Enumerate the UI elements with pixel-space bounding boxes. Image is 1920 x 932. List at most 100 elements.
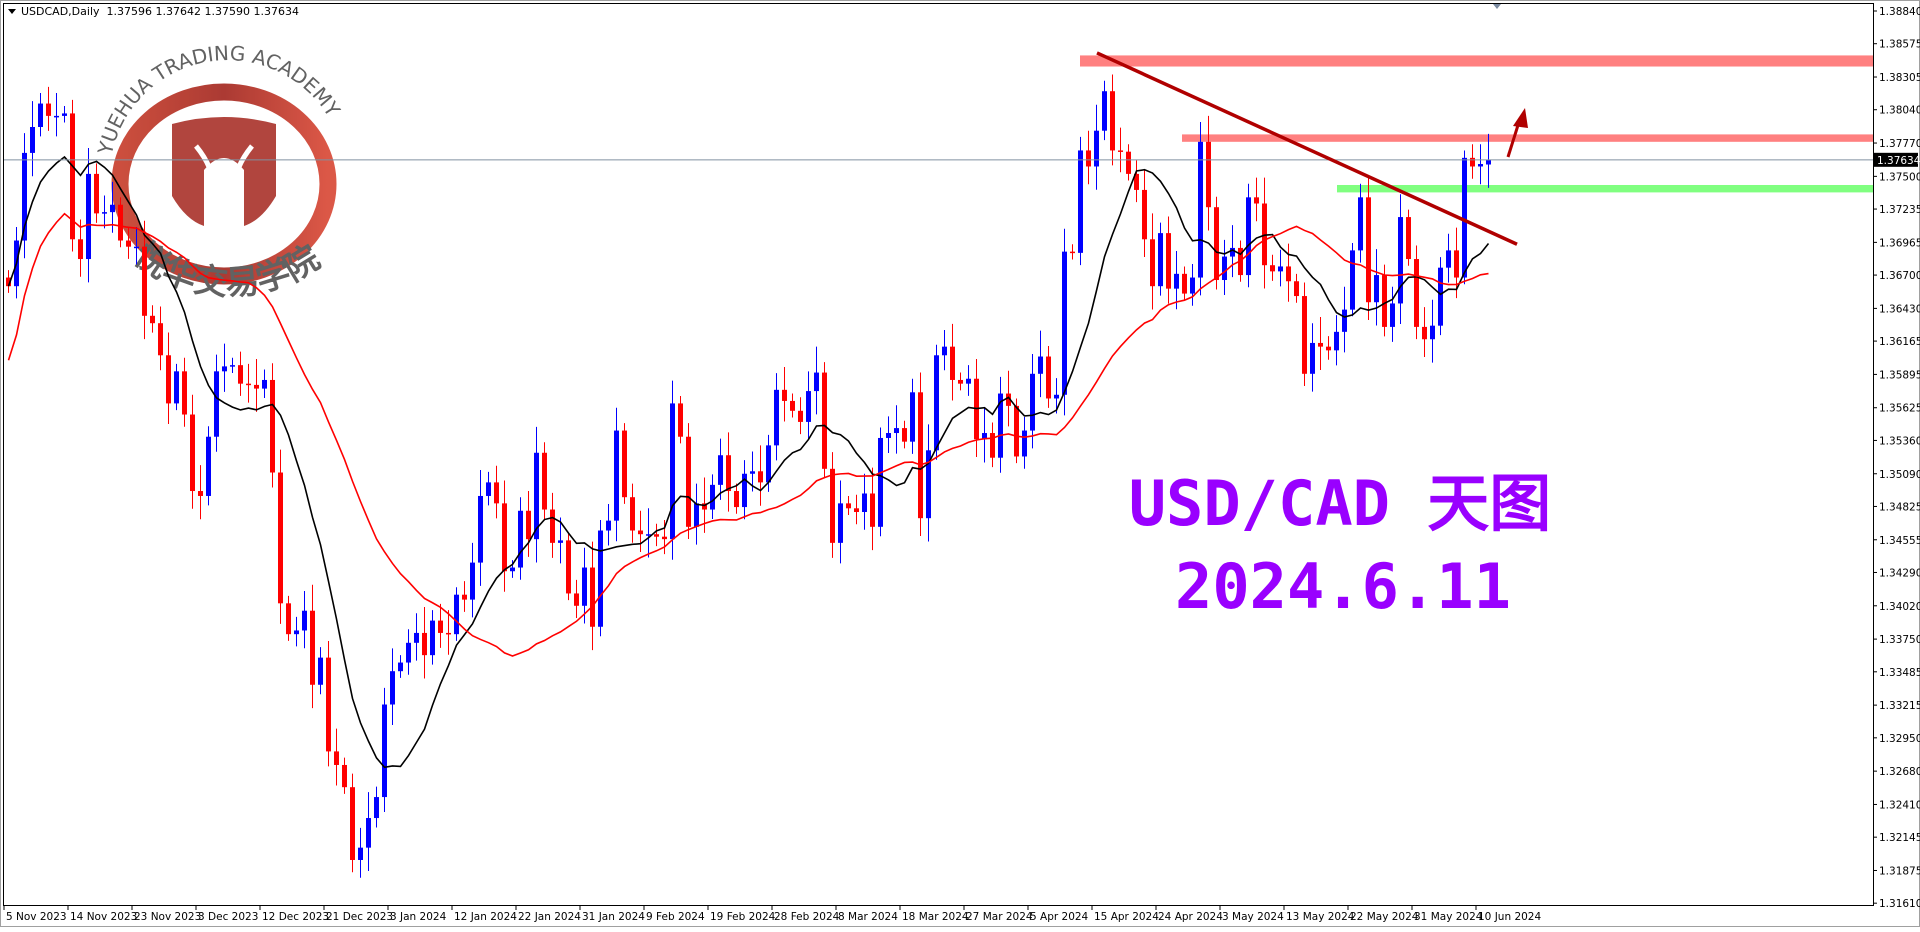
- candle-body: [558, 540, 563, 543]
- candle: [1030, 354, 1035, 449]
- candle-body: [670, 403, 675, 540]
- chart-shift-marker-icon[interactable]: [1493, 4, 1501, 9]
- candle-body: [166, 355, 171, 404]
- candle-body: [790, 400, 795, 411]
- candle: [1174, 251, 1179, 310]
- candle-body: [782, 389, 787, 401]
- candle-body: [510, 567, 515, 572]
- candle: [918, 372, 923, 536]
- candle: [246, 363, 251, 403]
- y-tick-label: 1.32410: [1879, 799, 1920, 811]
- candle: [1286, 243, 1291, 302]
- candle-body: [366, 818, 371, 848]
- candle-body: [638, 530, 643, 535]
- candle: [278, 449, 283, 624]
- x-tick-label: 27 Mar 2024: [966, 911, 1033, 923]
- candle-body: [950, 346, 955, 380]
- candle-body: [742, 473, 747, 508]
- candle: [486, 471, 491, 506]
- y-tick-label: 1.35360: [1879, 435, 1920, 447]
- candle-body: [766, 445, 771, 483]
- candle: [430, 610, 435, 665]
- x-tick-label: 8 Mar 2024: [838, 911, 898, 923]
- candle: [470, 542, 475, 618]
- candle: [158, 306, 163, 371]
- candle: [990, 422, 995, 468]
- candle-body: [622, 430, 627, 498]
- candle-body: [1310, 342, 1315, 374]
- x-tick-label: 19 Feb 2024: [710, 911, 776, 923]
- candle: [1382, 264, 1387, 337]
- candle-body: [1366, 197, 1371, 303]
- candle: [1126, 144, 1131, 181]
- candle-body: [686, 436, 691, 527]
- candle: [422, 607, 427, 679]
- candle: [286, 595, 291, 641]
- candle: [598, 520, 603, 637]
- candle: [1182, 266, 1187, 301]
- candle-body: [94, 173, 99, 214]
- candle-body: [1078, 150, 1083, 253]
- y-tick-label: 1.36430: [1879, 303, 1920, 315]
- candle-body: [1374, 275, 1379, 303]
- candle-body: [454, 594, 459, 635]
- candle-body: [1142, 189, 1147, 240]
- candle-body: [1094, 130, 1099, 167]
- candle-body: [86, 173, 91, 260]
- candle: [1390, 286, 1395, 342]
- candle: [534, 426, 539, 563]
- candle-body: [62, 113, 67, 116]
- candle-body: [30, 126, 35, 153]
- candle: [126, 226, 131, 259]
- candle-body: [934, 355, 939, 451]
- candle: [398, 655, 403, 678]
- trendline[interactable]: [1096, 51, 1518, 246]
- x-tick-label: 13 May 2024: [1286, 911, 1355, 923]
- candle-body: [1278, 266, 1283, 272]
- candle-body: [1110, 91, 1115, 151]
- candle-body: [1166, 233, 1171, 289]
- y-tick-label: 1.32950: [1879, 733, 1920, 745]
- candle: [806, 371, 811, 440]
- candle: [174, 363, 179, 411]
- candle: [1326, 336, 1331, 360]
- candle-body: [590, 567, 595, 627]
- y-tick-label: 1.34555: [1879, 535, 1920, 547]
- x-tick-label: 12 Jan 2024: [454, 911, 517, 923]
- candle: [1486, 133, 1491, 188]
- candle-body: [334, 751, 339, 765]
- candle: [694, 483, 699, 545]
- candle: [1430, 299, 1435, 363]
- candle-body: [422, 632, 427, 656]
- candle-body: [774, 389, 779, 446]
- candle: [774, 373, 779, 461]
- candle: [22, 133, 27, 259]
- candle-body: [446, 632, 451, 635]
- y-tick-label: 1.35895: [1879, 369, 1920, 381]
- candle-body: [534, 452, 539, 540]
- candle-body: [270, 379, 275, 473]
- x-tick-label: 12 Dec 2023: [262, 911, 329, 923]
- candle: [1446, 233, 1451, 283]
- candle: [838, 480, 843, 564]
- candle-body: [350, 787, 355, 860]
- candle: [550, 492, 555, 558]
- y-tick-label: 1.38040: [1879, 105, 1920, 117]
- candle-body: [1086, 150, 1091, 167]
- candle-body: [190, 414, 195, 492]
- candle-body: [502, 503, 507, 572]
- y-tick-label: 1.38305: [1879, 72, 1920, 84]
- candle: [1334, 315, 1339, 366]
- candle: [438, 603, 443, 648]
- candle: [374, 786, 379, 828]
- candle: [222, 343, 227, 392]
- candle: [1166, 216, 1171, 304]
- y-tick-label: 1.33750: [1879, 634, 1920, 646]
- candle: [358, 827, 363, 878]
- dropdown-triangle-icon[interactable]: [8, 9, 16, 14]
- candle: [230, 357, 235, 374]
- candle-body: [1062, 251, 1067, 395]
- candle-body: [310, 610, 315, 685]
